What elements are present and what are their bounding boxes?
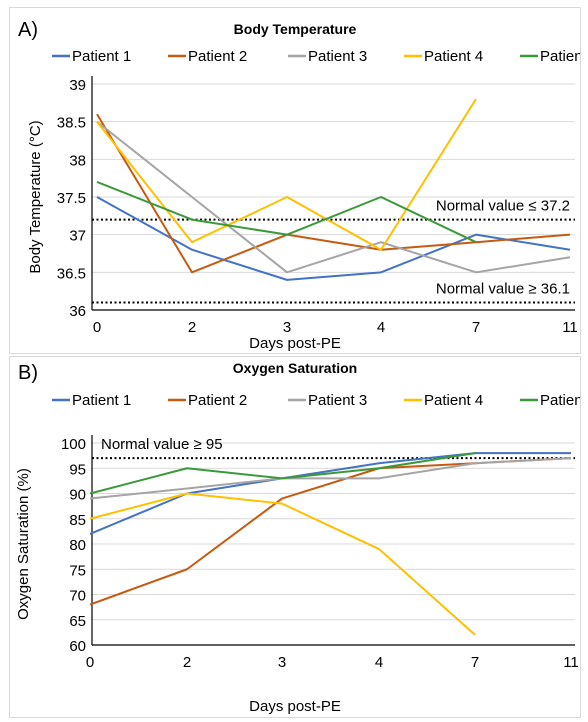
x-tick-label: 7 <box>471 654 479 671</box>
series-line <box>96 196 571 281</box>
y-tick-label: 38 <box>69 152 86 169</box>
y-tick-label: 38.5 <box>57 115 86 132</box>
body-temperature-chart: A) Body Temperature Patient 1 Patient 2 Pati… <box>18 19 580 352</box>
legend-label: Patient 4 <box>424 392 483 409</box>
y-tick-label: 60 <box>69 638 86 655</box>
x-tick-label: 4 <box>375 654 383 671</box>
legend-label: Patient 2 <box>188 48 247 65</box>
series-line <box>89 452 571 535</box>
y-tick-label: 100 <box>61 436 86 453</box>
legend-label: Patient 2 <box>188 392 247 409</box>
series-line <box>89 452 476 495</box>
x-tick-label: 3 <box>283 319 291 336</box>
series-line <box>96 181 477 244</box>
reference-line-label: Normal value ≥ 95 <box>101 436 223 453</box>
legend-label: Patient 1 <box>72 392 131 409</box>
y-tick-label: 37 <box>69 228 86 245</box>
chart-title: Body Temperature <box>234 21 357 37</box>
y-tick-label: 36.5 <box>57 265 86 282</box>
x-tick-label: 4 <box>377 319 385 336</box>
y-tick-label: 37.5 <box>57 190 86 207</box>
series-line <box>96 120 571 274</box>
legend-label: Patient 3 <box>308 392 367 409</box>
series-line <box>89 457 572 606</box>
legend-label: Patient 1 <box>72 48 131 65</box>
x-tick-label: 11 <box>563 654 579 671</box>
reference-line-label: Normal value ≥ 36.1 <box>436 280 570 297</box>
oxygen-saturation-chart: B) Oxygen Saturation Patient 1 Patient 2 Pat… <box>15 360 580 715</box>
y-tick-label: 90 <box>69 487 86 504</box>
y-tick-label: 36 <box>69 303 86 320</box>
y-tick-label: 65 <box>69 613 86 630</box>
x-tick-label: 2 <box>183 654 191 671</box>
chart-title: Oxygen Saturation <box>233 360 357 376</box>
x-tick-label: 2 <box>188 319 196 336</box>
y-tick-label: 80 <box>69 537 86 554</box>
legend-label: Patient 5 <box>540 48 580 65</box>
series-line <box>96 113 571 274</box>
y-tick-label: 75 <box>69 562 86 579</box>
x-tick-label: 3 <box>278 654 286 671</box>
series-line <box>89 492 476 636</box>
y-tick-label: 70 <box>69 588 86 605</box>
legend-label: Patient 3 <box>308 48 367 65</box>
series-line <box>89 457 572 500</box>
body-temperature-panel: A) Body Temperature Patient 1 Patient 2 Pati… <box>9 7 581 354</box>
x-axis-title: Days post-PE <box>249 335 341 352</box>
panel-label: A) <box>18 19 38 41</box>
oxygen-saturation-panel: B) Oxygen Saturation Patient 1 Patient 2 Pat… <box>9 356 581 718</box>
y-tick-label: 39 <box>69 77 86 94</box>
legend-label: Patient 4 <box>424 48 483 65</box>
x-tick-label: 0 <box>86 654 94 671</box>
legend-label: Patient 5 <box>540 392 580 409</box>
y-axis-title: Oxygen Saturation (%) <box>15 468 32 620</box>
y-axis-title: Body Temperature (°C) <box>27 120 44 273</box>
x-tick-label: 7 <box>472 319 480 336</box>
y-tick-label: 95 <box>69 461 86 478</box>
y-tick-label: 85 <box>69 512 86 529</box>
reference-line-label: Normal value ≤ 37.2 <box>436 198 570 215</box>
x-axis-title: Days post-PE <box>249 698 341 715</box>
x-tick-label: 0 <box>93 319 101 336</box>
x-tick-label: 11 <box>562 319 578 336</box>
series-line <box>96 98 477 251</box>
panel-label: B) <box>18 362 38 384</box>
